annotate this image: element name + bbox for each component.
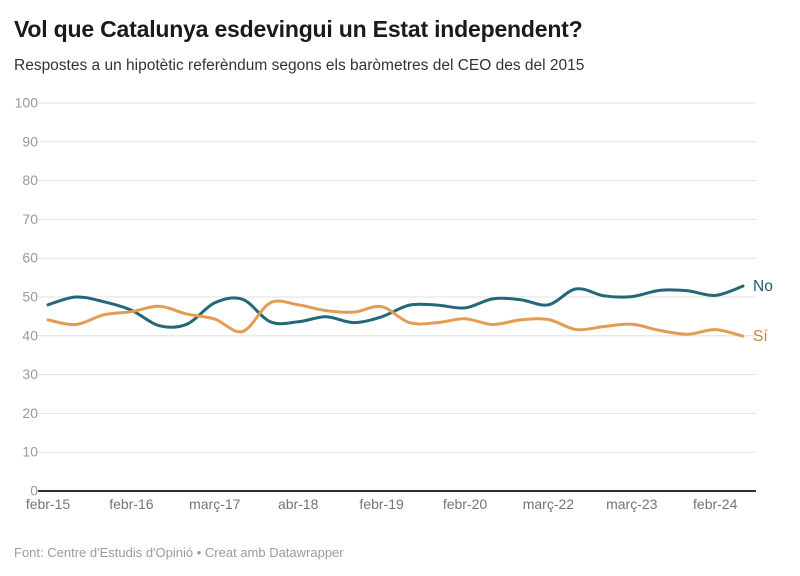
y-tick-label: 0 xyxy=(30,483,38,499)
line-chart: 0 10 20 30 40 50 60 70 80 90 100 febr-15 febr-16 març… xyxy=(15,95,773,513)
series-line-si xyxy=(46,299,745,338)
x-tick-label: febr-15 xyxy=(26,496,71,512)
x-tick-label: febr-16 xyxy=(109,496,154,512)
series-end-label-no: No xyxy=(753,278,773,295)
x-tick-label: març-23 xyxy=(606,496,658,512)
y-tick-label: 20 xyxy=(22,405,38,421)
x-tick-label: febr-20 xyxy=(443,496,488,512)
x-tick-label: març-17 xyxy=(189,496,241,512)
x-tick-label: març-22 xyxy=(523,496,575,512)
y-tick-label: 90 xyxy=(22,133,38,149)
series-end-label-si: Sí xyxy=(753,328,768,345)
y-tick-label: 70 xyxy=(22,211,38,227)
y-tick-label: 30 xyxy=(22,366,38,382)
page-title: Vol que Catalunya esdevingui un Estat in… xyxy=(14,16,583,42)
y-tick-label: 60 xyxy=(22,250,38,266)
source-attribution: Font: Centre d'Estudis d'Opinió • Creat … xyxy=(14,545,344,560)
x-tick-label: abr-18 xyxy=(278,496,319,512)
x-tick-label: febr-24 xyxy=(693,496,738,512)
x-tick-label: febr-19 xyxy=(359,496,404,512)
y-tick-label: 100 xyxy=(15,95,39,111)
chart-subtitle: Respostes a un hipotètic referèndum sego… xyxy=(14,57,585,74)
series-line-no xyxy=(46,284,745,329)
y-tick-label: 40 xyxy=(22,327,38,343)
y-tick-label: 80 xyxy=(22,172,38,188)
y-tick-label: 10 xyxy=(22,444,38,460)
y-tick-label: 50 xyxy=(22,289,38,305)
